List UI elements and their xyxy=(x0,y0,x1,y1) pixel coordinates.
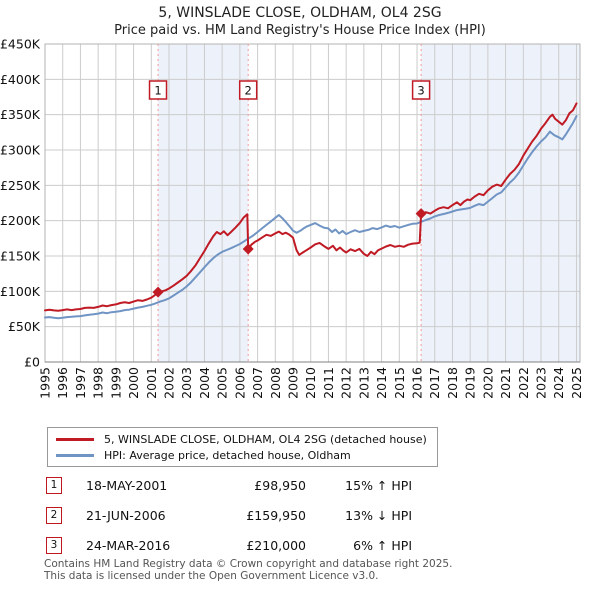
sale-number-box-label: 2 xyxy=(245,84,252,98)
legend-row-property: 5, WINSLADE CLOSE, OLDHAM, OL4 2SG (deta… xyxy=(56,431,427,447)
sale-marker xyxy=(152,286,164,298)
x-tick-label: 2012 xyxy=(339,367,354,399)
legend-label-hpi: HPI: Average price, detached house, Oldh… xyxy=(104,448,351,462)
x-tick-label: 2016 xyxy=(410,367,425,399)
x-tick-label: 2004 xyxy=(197,367,212,399)
x-tick-label: 2007 xyxy=(250,367,265,399)
sale-vs-hpi: 6% ↑ HPI xyxy=(353,538,412,553)
x-tick-label: 2002 xyxy=(162,367,177,399)
y-tick-label: £50K xyxy=(8,319,41,334)
x-tick-label: 2019 xyxy=(463,367,478,399)
ownership-band xyxy=(421,44,580,362)
x-tick-label: 2006 xyxy=(232,367,247,399)
sale-date: 18-MAY-2001 xyxy=(86,478,168,493)
sale-number-box xyxy=(411,80,431,100)
property-line-swatch xyxy=(56,437,94,441)
x-tick-label: 1997 xyxy=(73,367,88,399)
sale-number-box xyxy=(148,80,168,100)
license-note: Contains HM Land Registry data © Crown c… xyxy=(44,558,453,582)
y-tick-label: £400K xyxy=(0,72,41,87)
x-tick-label: 2025 xyxy=(569,367,584,399)
x-tick-label: 2001 xyxy=(144,367,159,399)
hpi-line-swatch xyxy=(56,453,94,457)
sale-date: 21-JUN-2006 xyxy=(86,508,166,523)
sale-price: £98,950 xyxy=(254,478,306,493)
x-tick-label: 2018 xyxy=(445,367,460,399)
legend-row-hpi: HPI: Average price, detached house, Oldh… xyxy=(56,447,427,463)
y-tick-label: £150K xyxy=(0,249,41,264)
x-tick-label: 2021 xyxy=(498,367,513,399)
x-tick-label: 2008 xyxy=(268,367,283,399)
legend-label-property: 5, WINSLADE CLOSE, OLDHAM, OL4 2SG (deta… xyxy=(104,432,427,446)
sale-number-badge: 2 xyxy=(46,507,62,524)
y-tick-label: £300K xyxy=(0,143,41,158)
x-tick-label: 2015 xyxy=(392,367,407,399)
x-tick-label: 2005 xyxy=(215,367,230,399)
price-chart: 1 2 3 £450K £400K £350K £300K £250K £200K £150K £1… xyxy=(0,37,584,399)
sale-date: 24-MAR-2016 xyxy=(86,538,171,553)
y-tick-label: £450K xyxy=(0,37,41,52)
x-tick-label: 2017 xyxy=(427,367,442,399)
x-tick-label: 2020 xyxy=(480,367,495,399)
x-tick-label: 2003 xyxy=(179,367,194,399)
x-tick-label: 1996 xyxy=(55,367,70,399)
ownership-band xyxy=(158,44,249,362)
sale-number-badge: 1 xyxy=(46,477,62,494)
sale-vs-hpi: 13% ↓ HPI xyxy=(345,508,412,523)
x-tick-label: 1998 xyxy=(91,367,106,399)
x-tick-label: 2024 xyxy=(551,367,566,399)
sale-price: £159,950 xyxy=(246,508,306,523)
x-tick-label: 2009 xyxy=(286,367,301,399)
x-tick-label: 1999 xyxy=(108,367,123,399)
table-row: 3 24-MAR-2016 £210,000 6% ↑ HPI xyxy=(46,537,466,567)
y-tick-label: £200K xyxy=(0,213,41,228)
sale-number-box xyxy=(238,80,258,100)
x-tick-label: 2014 xyxy=(374,367,389,399)
y-tick-label: £0 xyxy=(24,355,40,370)
x-tick-label: 1995 xyxy=(38,367,53,399)
x-tick-label: 2010 xyxy=(303,367,318,399)
sale-vs-hpi: 15% ↑ HPI xyxy=(345,478,412,493)
property-price-line xyxy=(44,102,578,312)
license-line-2: This data is licensed under the Open Gov… xyxy=(44,569,379,582)
table-row: 1 18-MAY-2001 £98,950 15% ↑ HPI xyxy=(46,477,466,507)
page-title: 5, WINSLADE CLOSE, OLDHAM, OL4 2SG xyxy=(158,5,442,21)
sale-number-box-label: 1 xyxy=(154,84,161,98)
y-tick-label: £100K xyxy=(0,284,41,299)
hpi-line xyxy=(44,115,578,320)
sale-price: £210,000 xyxy=(246,538,306,553)
license-line-1: Contains HM Land Registry data © Crown c… xyxy=(44,558,453,570)
y-tick-label: £250K xyxy=(0,178,41,193)
sale-number-box-label: 3 xyxy=(417,84,424,98)
x-tick-label: 2013 xyxy=(356,367,371,399)
sale-marker xyxy=(415,208,427,220)
page-subtitle: Price paid vs. HM Land Registry's House … xyxy=(114,23,486,38)
sale-marker xyxy=(242,243,254,255)
y-tick-label: £350K xyxy=(0,107,41,122)
x-tick-label: 2011 xyxy=(321,367,336,399)
legend: 5, WINSLADE CLOSE, OLDHAM, OL4 2SG (deta… xyxy=(47,427,438,467)
sale-number-badge: 3 xyxy=(46,537,62,554)
x-tick-label: 2023 xyxy=(534,367,549,399)
sales-table: 1 18-MAY-2001 £98,950 15% ↑ HPI 2 21-JUN… xyxy=(46,477,466,567)
table-row: 2 21-JUN-2006 £159,950 13% ↓ HPI xyxy=(46,507,466,537)
x-tick-label: 2000 xyxy=(126,367,141,399)
x-tick-label: 2022 xyxy=(516,367,531,399)
